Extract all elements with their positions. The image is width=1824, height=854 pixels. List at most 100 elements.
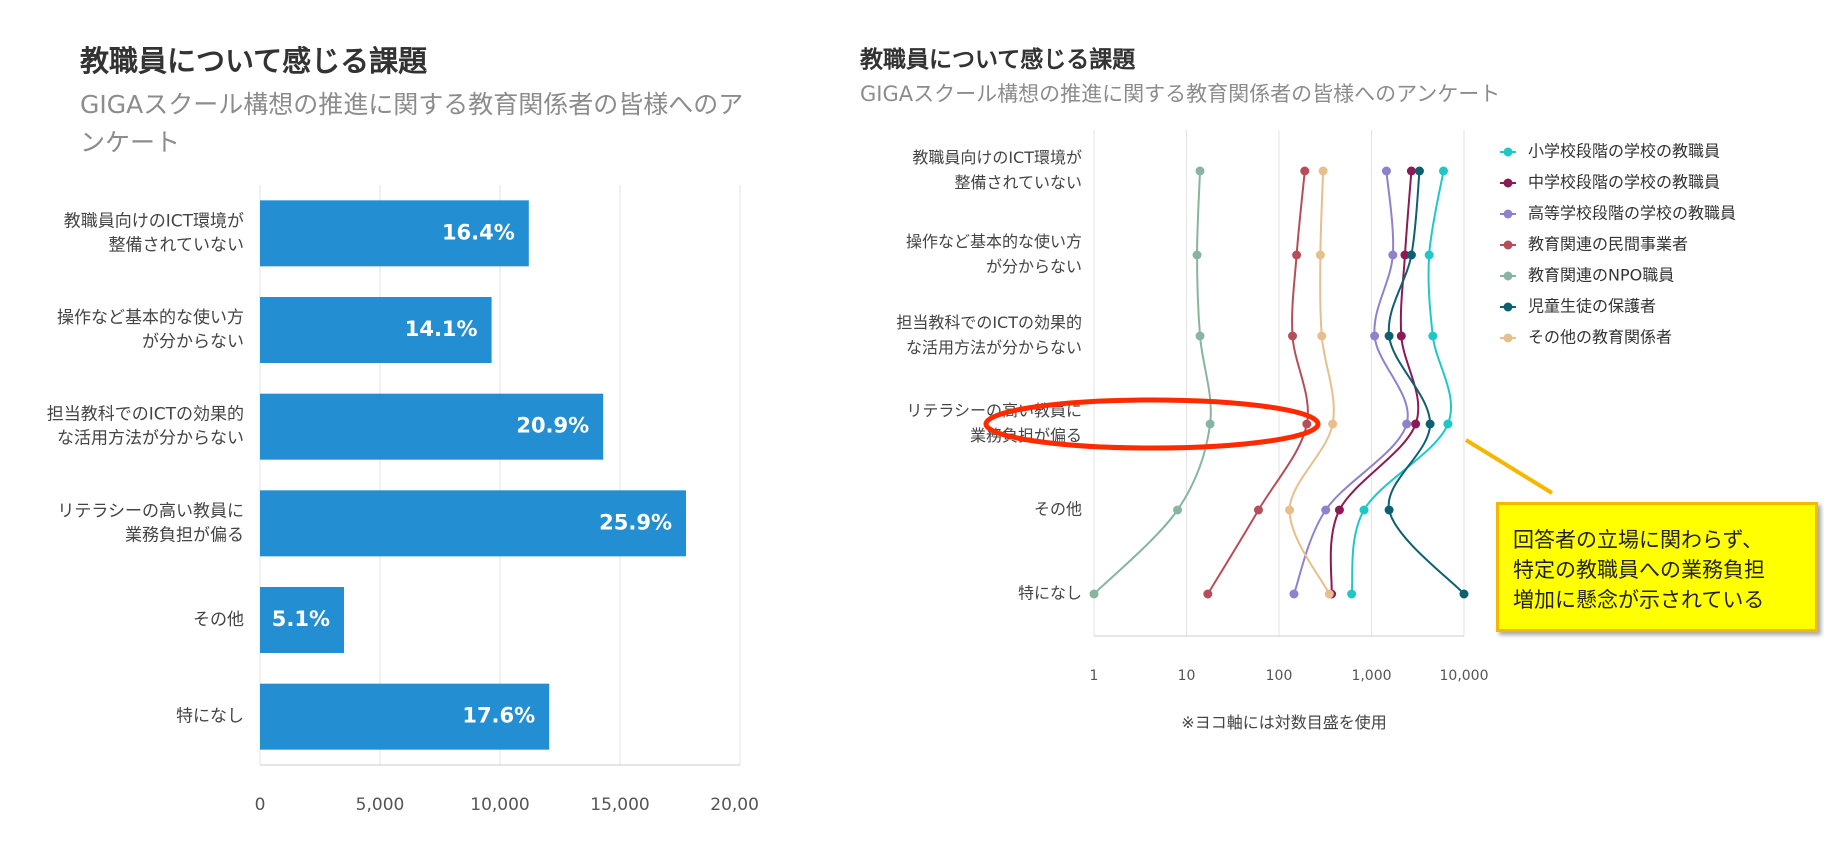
series-line (1387, 170, 1465, 595)
data-point (1302, 419, 1312, 429)
data-point (1318, 166, 1328, 176)
legend-label: 高等学校段階の学校の教職員 (1528, 204, 1736, 223)
bar (260, 297, 492, 363)
legend-label: その他の教育関係者 (1528, 328, 1672, 347)
category-label: 特になし (1018, 584, 1082, 603)
data-point (1370, 331, 1380, 341)
callout-line-3: 増加に懸念が示されている (1513, 588, 1765, 612)
bar (260, 200, 529, 267)
data-point (1289, 589, 1299, 599)
category-label: 特になし (176, 707, 244, 727)
data-point (1381, 166, 1391, 176)
bar-chart: 0 5,000 10,000 15,000 20,000 16.4% 教職員向けのICT環境… (47, 185, 760, 815)
category-label: その他 (193, 610, 244, 630)
legend-swatch-marker (1503, 178, 1513, 188)
series-line (1093, 170, 1212, 595)
data-point (1173, 505, 1183, 515)
x-tick-label: 1 (1090, 668, 1099, 684)
legend-swatch-marker (1503, 209, 1513, 219)
legend-label: 小学校段階の学校の教職員 (1528, 142, 1720, 161)
category-label: 担当教科でのICTの効果的な活用方法が分からない (896, 313, 1082, 357)
bar-data-label: 14.1% (405, 317, 478, 341)
category-label: リテラシーの高い教員に業務負担が偏る (57, 501, 244, 545)
x-tick-label: 0 (255, 795, 266, 815)
legend-swatch-marker (1503, 271, 1513, 281)
series-line (1292, 170, 1409, 595)
legend-label: 中学校段階の学校の教職員 (1528, 173, 1720, 192)
legend-label: 教育関連のNPO職員 (1528, 266, 1674, 285)
category-label: 操作など基本的な使い方が分からない (906, 232, 1082, 276)
legend-label: 児童生徒の保護者 (1528, 297, 1656, 316)
data-point (1089, 589, 1099, 599)
bar (260, 393, 604, 460)
x-tick-label: 1,000 (1351, 668, 1391, 684)
data-point (1203, 589, 1213, 599)
data-point (1438, 166, 1448, 176)
series-line (1350, 170, 1453, 595)
bar-data-label: 5.1% (272, 607, 330, 631)
data-point (1328, 419, 1338, 429)
data-point (1288, 331, 1298, 341)
axis-note: ※ヨコ軸には対数目盛を使用 (1181, 713, 1386, 732)
data-point (1411, 419, 1421, 429)
callout-leader-line (1464, 438, 1554, 495)
series-line (1288, 170, 1335, 595)
data-point (1359, 505, 1369, 515)
category-label: 担当教科でのICTの効果的な活用方法が分からない (47, 405, 244, 449)
data-point (1317, 331, 1327, 341)
bar (260, 490, 686, 557)
callout-line-1: 回答者の立場に関わらず、 (1513, 528, 1764, 552)
x-tick-label: 10,000 (470, 795, 529, 815)
category-label: その他 (1034, 500, 1082, 519)
data-point (1195, 331, 1205, 341)
right-chart-title: 教職員について感じる課題 (860, 47, 1136, 73)
highlight-ellipse (983, 397, 1321, 451)
bar-data-label: 20.9% (516, 414, 589, 438)
x-tick-label: 15,000 (590, 795, 649, 815)
data-point (1315, 250, 1325, 260)
line-chart: 1 10 100 1,000 10,000 教職員向けのICT環境が整備されていない操作な… (896, 130, 1736, 732)
data-point (1414, 166, 1424, 176)
callout-line-2: 特定の教職員への業務負担 (1513, 558, 1765, 582)
data-point (1253, 505, 1263, 515)
data-point (1396, 331, 1406, 341)
bar-data-label: 25.9% (599, 510, 672, 534)
legend-label: 教育関連の民間事業者 (1528, 235, 1688, 254)
bar (260, 683, 550, 750)
legend-swatch-marker (1503, 333, 1513, 343)
left-chart-title: 教職員について感じる課題 (80, 44, 428, 78)
x-tick-label: 10 (1178, 668, 1196, 684)
left-chart-subtitle: GIGAスクール構想の推進に関する教育関係者の皆様へのアンケート (80, 90, 744, 157)
x-tick-label: 5,000 (356, 795, 405, 815)
data-point (1334, 505, 1344, 515)
category-label: 教職員向けのICT環境が整備されていない (912, 148, 1082, 192)
legend-swatch-marker (1503, 302, 1513, 312)
data-point (1388, 250, 1398, 260)
bar (260, 587, 344, 653)
right-chart-subtitle: GIGAスクール構想の推進に関する教育関係者の皆様へのアンケート (860, 82, 1501, 106)
data-point (1400, 250, 1410, 260)
category-label: 教職員向けのICT環境が整備されていない (64, 211, 244, 255)
series-line (1206, 170, 1309, 595)
x-tick-label: 100 (1266, 668, 1293, 684)
data-point (1428, 331, 1438, 341)
data-point (1195, 166, 1205, 176)
data-point (1384, 331, 1394, 341)
data-point (1300, 166, 1310, 176)
series-line (1329, 170, 1420, 595)
data-point (1406, 166, 1416, 176)
bar-data-label: 16.4% (442, 220, 515, 244)
callout-box: 回答者の立場に関わらず、 特定の教職員への業務負担 増加に懸念が示されている (1496, 502, 1818, 632)
category-label: リテラシーの高い教員に業務負担が偏る (906, 401, 1082, 445)
data-point (1285, 505, 1295, 515)
data-point (1443, 419, 1453, 429)
x-tick-label: 10,000 (1440, 668, 1489, 684)
data-point (1384, 505, 1394, 515)
legend-swatch-marker (1503, 240, 1513, 250)
data-point (1347, 589, 1357, 599)
data-point (1205, 419, 1215, 429)
category-label: 操作など基本的な使い方が分からない (57, 307, 244, 352)
data-point (1459, 589, 1469, 599)
legend-swatch-marker (1503, 147, 1513, 157)
data-point (1424, 250, 1434, 260)
